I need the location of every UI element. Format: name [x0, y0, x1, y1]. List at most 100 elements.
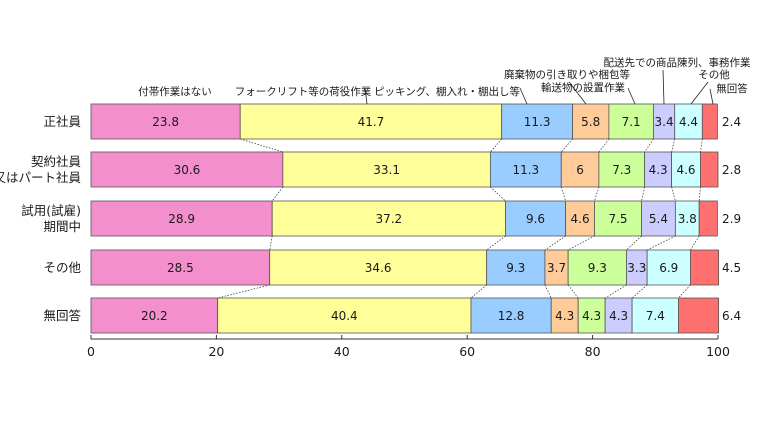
bar-segment [700, 151, 719, 188]
segment-value-label: 7.4 [646, 309, 665, 323]
segment-value-label: 7.5 [608, 212, 627, 226]
connector-line [567, 235, 595, 251]
connector-line [594, 186, 600, 202]
segment-value-label: 33.1 [373, 163, 400, 177]
legend-label: 付帯作業はない [138, 85, 212, 98]
legend-label: ピッキング、棚入れ・棚出し等 [374, 85, 520, 98]
connector-line [560, 186, 567, 202]
connector-line [490, 186, 506, 202]
connector-line [240, 138, 283, 153]
bar-segment [631, 297, 679, 334]
segment-value-label: 9.3 [506, 261, 525, 275]
segment-value-label: 3.4 [655, 115, 674, 129]
connector-line [567, 284, 579, 299]
bar-segment [701, 103, 718, 140]
connector-line [560, 138, 573, 153]
segment-value-label: 5.8 [581, 115, 600, 129]
segment-value-label: 11.3 [524, 115, 551, 129]
connector-line [269, 235, 273, 251]
legend-callouts: 付帯作業はない フォークリフト等の荷役作業 ピッキング、棚入れ・棚出し等 廃棄物の引き… [138, 56, 751, 105]
bar-segment [90, 200, 273, 237]
legend-label: 廃棄物の引き取りや梱包等 [504, 68, 630, 81]
connector-line [700, 138, 703, 153]
segment-value-label: 3.3 [627, 261, 646, 275]
category-label: 契約社員又はパート社員 [0, 154, 81, 185]
connector-line [604, 284, 627, 299]
bar-segment [598, 151, 646, 188]
x-tick-label: 60 [459, 344, 475, 359]
connector-line [470, 284, 487, 299]
bar-segment [641, 200, 676, 237]
segment-value-label: 12.8 [498, 309, 525, 323]
segment-value-label: 30.6 [174, 163, 201, 177]
x-tick-label: 0 [87, 344, 95, 359]
legend-leader-line [690, 81, 709, 105]
connector-line [690, 235, 700, 251]
no-answer-value-label: 2.8 [722, 163, 741, 177]
bar-segment [594, 200, 642, 237]
segment-value-label: 9.3 [588, 261, 607, 275]
legend-leader-line [662, 69, 665, 105]
connector-line [644, 138, 654, 153]
bar-segment [489, 151, 562, 188]
no-answer-value-label: 2.9 [722, 212, 741, 226]
segment-value-label: 37.2 [375, 212, 402, 226]
category-label: 試用(試雇)期間中 [21, 203, 81, 234]
bar-segment [271, 200, 506, 237]
bar-segment [577, 297, 606, 334]
bar-segment [239, 103, 503, 140]
bar-segment [567, 249, 627, 286]
connector-line [486, 235, 506, 251]
bar-segment [90, 103, 241, 140]
legend-leader-line [519, 87, 528, 105]
connector-lines [217, 138, 703, 299]
segment-value-label: 4.6 [571, 212, 590, 226]
bar-segment [560, 151, 600, 188]
outside-value-labels: 2.4 2.8 2.9 4.5 6.4 [722, 115, 741, 323]
segment-value-label: 3.8 [678, 212, 697, 226]
legend-label: 配送先での商品陳列、事務作業 [604, 56, 751, 69]
segment-value-label: 34.6 [365, 261, 392, 275]
bar-segment [698, 200, 718, 237]
segment-value-labels: 23.8 41.7 11.3 5.8 7.1 3.4 4.4 30.6 33.1 11.3 6 7.3… [141, 115, 698, 323]
segment-value-label: 7.3 [612, 163, 631, 177]
no-answer-value-label: 2.4 [722, 115, 741, 129]
segment-value-label: 4.3 [649, 163, 668, 177]
legend-label: フォークリフト等の荷役作業 [235, 85, 372, 98]
x-tick-label: 100 [706, 344, 730, 359]
connector-line [544, 235, 566, 251]
connector-line [631, 284, 648, 299]
segment-value-label: 3.7 [547, 261, 566, 275]
connector-line [490, 138, 502, 153]
segment-value-label: 4.3 [609, 309, 628, 323]
connector-line [671, 138, 676, 153]
segment-value-label: 5.4 [649, 212, 668, 226]
segment-value-label: 28.9 [168, 212, 195, 226]
segment-value-label: 4.3 [555, 309, 574, 323]
segment-value-label: 28.5 [167, 261, 194, 275]
bar-segment [644, 151, 673, 188]
x-tick-label: 80 [585, 344, 601, 359]
segment-value-label: 6.9 [659, 261, 678, 275]
segment-value-label: 6 [576, 163, 584, 177]
bar-segment [671, 151, 701, 188]
segment-value-label: 40.4 [331, 309, 358, 323]
segment-value-label: 9.6 [526, 212, 545, 226]
legend-leader-line [364, 87, 368, 105]
segment-value-label: 41.7 [358, 115, 385, 129]
legend-label: その他 [698, 68, 730, 81]
x-axis: 0 20 40 60 80 100 [87, 335, 730, 359]
category-label: その他 [43, 260, 81, 275]
bar-segment [486, 249, 546, 286]
connector-line [641, 186, 646, 202]
category-label: 正社員 [43, 114, 81, 129]
connector-line [626, 235, 642, 251]
legend-leader-line [627, 87, 636, 105]
connector-line [598, 138, 610, 153]
legend-leader-line [568, 81, 587, 105]
segment-value-label: 11.3 [512, 163, 539, 177]
connector-line [544, 284, 552, 299]
segment-value-label: 7.1 [622, 115, 641, 129]
connector-line [671, 186, 676, 202]
